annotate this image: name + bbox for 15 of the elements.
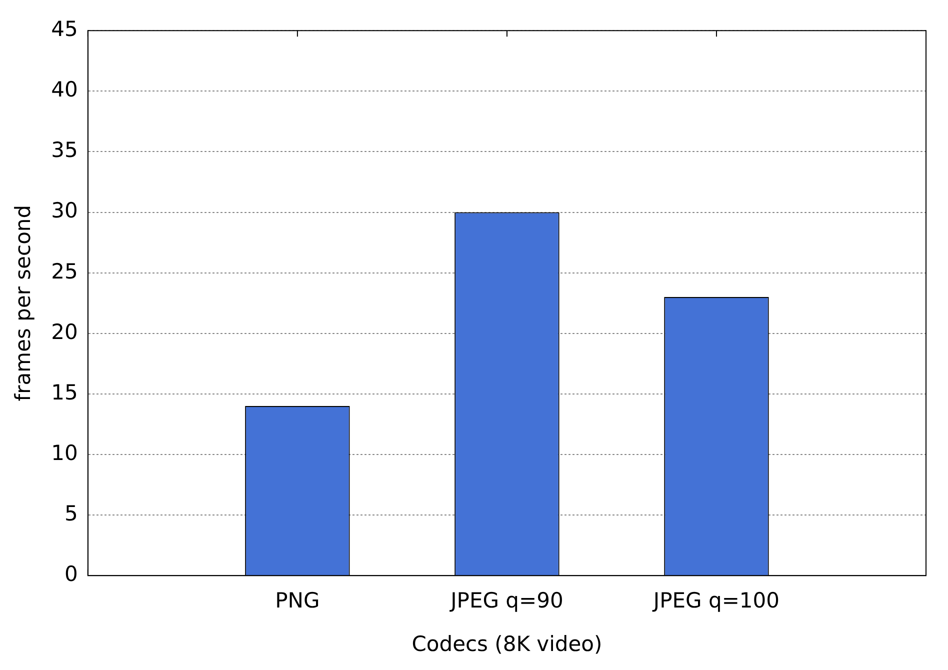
y-tick-label: 35	[51, 138, 78, 162]
y-tick-label: 15	[51, 380, 78, 404]
x-tick-label: PNG	[275, 588, 320, 613]
x-tick-label: JPEG q=90	[448, 588, 564, 613]
y-tick-label: 5	[64, 502, 78, 526]
y-tick-label: 20	[51, 320, 78, 344]
y-tick-label: 25	[51, 259, 78, 284]
y-tick-label: 45	[51, 17, 78, 42]
y-tick-label: 10	[51, 440, 78, 465]
y-tick-label: 30	[51, 198, 78, 223]
y-axis-title: frames per second	[11, 204, 36, 402]
x-axis-title: Codecs (8K video)	[412, 632, 602, 656]
x-tick-label: JPEG q=100	[651, 588, 780, 613]
y-tick-label: 0	[64, 562, 78, 586]
y-tick-label: 40	[51, 78, 78, 102]
